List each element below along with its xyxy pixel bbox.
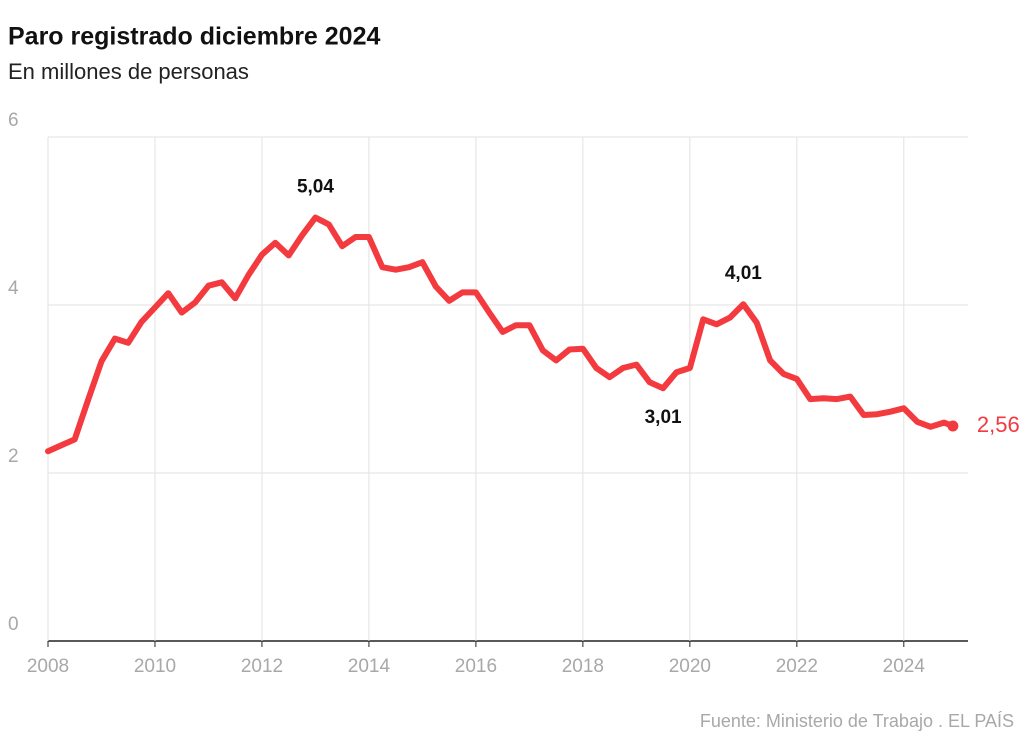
x-tick-label: 2024 bbox=[883, 656, 926, 677]
x-tick-label: 2014 bbox=[348, 656, 391, 677]
y-tick-label: 2 bbox=[8, 446, 19, 467]
x-tick-label: 2012 bbox=[241, 656, 283, 677]
y-tick-label: 0 bbox=[8, 614, 19, 635]
x-tick-label: 2008 bbox=[27, 656, 69, 677]
annotation: 3,01 bbox=[645, 407, 682, 428]
chart-title: Paro registrado diciembre 2024 bbox=[8, 23, 380, 51]
line bbox=[45, 214, 956, 455]
y-tick-label: 6 bbox=[8, 110, 19, 131]
y-tick-label: 4 bbox=[8, 278, 19, 299]
x-tick-label: 2010 bbox=[134, 656, 176, 677]
annotation: 2,56 bbox=[977, 412, 1020, 437]
x-tick-label: 2022 bbox=[776, 656, 818, 677]
x-tick-label: 2020 bbox=[669, 656, 711, 677]
chart-subtitle: En millones de personas bbox=[8, 59, 249, 84]
end-point bbox=[947, 420, 959, 432]
x-tick-label: 2016 bbox=[455, 656, 497, 677]
annotation: 4,01 bbox=[725, 263, 762, 284]
x-tick-label: 2018 bbox=[562, 656, 604, 677]
source: Fuente: Ministerio de Trabajo . EL PAÍS bbox=[700, 711, 1014, 731]
annotation: 5,04 bbox=[297, 177, 334, 198]
